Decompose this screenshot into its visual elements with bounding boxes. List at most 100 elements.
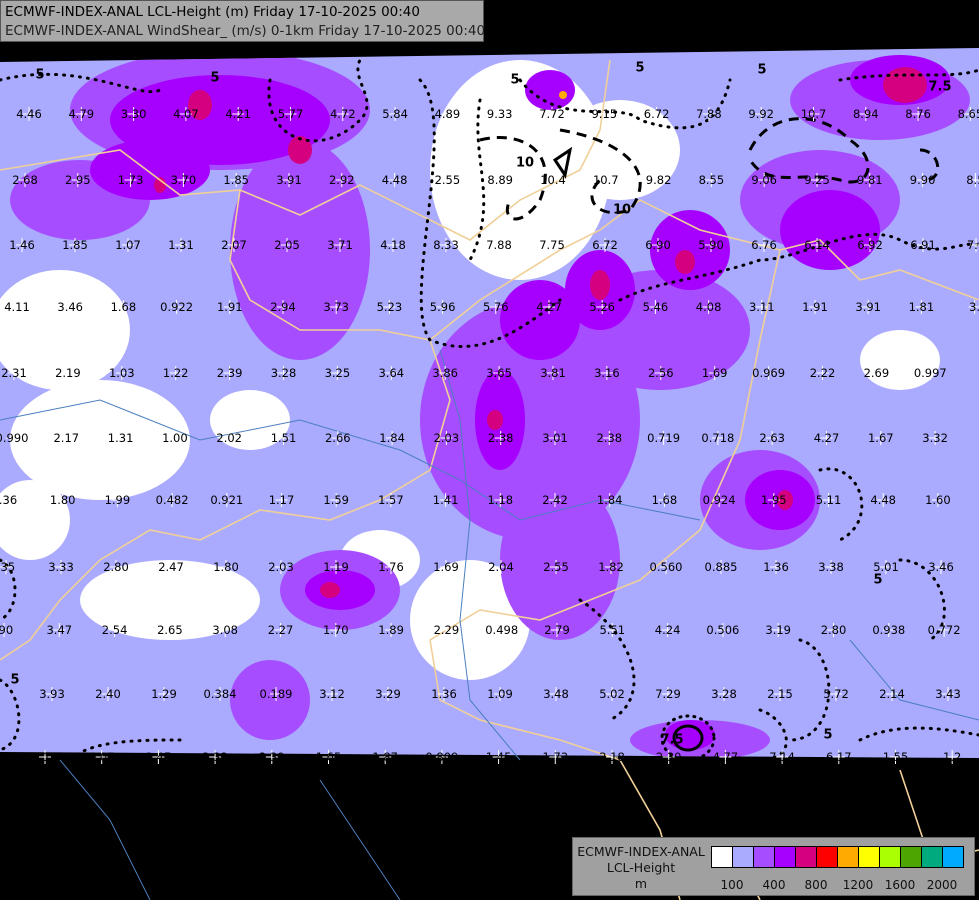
grid-point-value: 2.63	[759, 431, 785, 445]
lcl-low-area	[0, 270, 130, 390]
grid-point-marker	[657, 431, 670, 445]
grid-point-marker	[223, 300, 236, 314]
grid-point-value: 1.84	[379, 431, 405, 445]
grid-point-marker	[220, 493, 233, 507]
grid-point-marker	[758, 238, 770, 252]
grid-point-value: 3.33	[48, 560, 74, 574]
grid-point-value: 4.24	[654, 623, 681, 637]
lcl-high-area	[650, 210, 730, 290]
grid-point-value: 2.31	[1, 366, 27, 380]
grid-point-value: 2.47	[145, 750, 172, 764]
grid-point-value: 3.16	[594, 366, 620, 380]
grid-point-marker	[766, 431, 779, 445]
grid-point-value: 0.938	[872, 623, 906, 637]
grid-point-marker	[822, 493, 835, 507]
legend-swatch	[712, 847, 733, 867]
grid-point-marker	[912, 107, 925, 121]
grid-point-marker	[277, 300, 289, 314]
grid-point-value: 4.48	[870, 493, 896, 507]
grid-point-value: 1.69	[433, 560, 459, 574]
lcl-low-area	[410, 560, 530, 680]
grid-point-value: 3.73	[323, 300, 349, 314]
grid-point-marker	[60, 431, 73, 445]
contour-label: 5	[10, 672, 20, 688]
grid-point-marker	[283, 173, 295, 187]
lcl-peak-area	[487, 410, 503, 430]
grid-point-value: 4.46	[16, 107, 42, 121]
grid-point-value: .90	[0, 623, 14, 637]
grid-point-marker	[603, 493, 616, 507]
grid-point-marker	[494, 431, 507, 445]
grid-point-marker	[494, 493, 507, 507]
lcl-peak-area	[188, 90, 212, 120]
grid-point-value: 2.66	[324, 431, 351, 445]
grid-point-value: 4.27	[813, 431, 840, 445]
grid-point-marker	[441, 107, 454, 121]
grid-point-marker	[214, 687, 226, 701]
grid-point-marker	[550, 687, 562, 701]
grid-point-marker	[284, 107, 297, 121]
grid-point-marker	[440, 560, 452, 574]
grid-point-value: 7.29	[655, 687, 681, 701]
grid-point-value: 2.29	[433, 623, 460, 637]
grid-point-marker	[762, 366, 775, 380]
grid-point-value: 2.04	[488, 560, 514, 574]
grid-point-value: 1.81	[908, 300, 935, 314]
grid-point-marker	[880, 560, 892, 574]
grid-point-marker	[124, 173, 137, 187]
grid-point-marker	[832, 750, 845, 764]
grid-point-marker	[863, 173, 876, 187]
grid-point-marker	[809, 300, 821, 314]
grid-point-value: 1.2	[943, 750, 962, 764]
grid-point-marker	[389, 107, 402, 121]
grid-point-value: 1.41	[432, 493, 459, 507]
grid-point-value: 4.27	[536, 300, 562, 314]
grid-point-value: 1.89	[378, 623, 404, 637]
grid-point-value: 4.21	[225, 107, 251, 121]
legend-variable: LCL-Height	[606, 860, 676, 875]
grid-point-marker	[270, 687, 282, 701]
grid-point-marker	[874, 431, 887, 445]
grid-point-value: 3.64	[378, 366, 405, 380]
grid-point-value: 5.02	[599, 687, 625, 701]
lcl-peak-area	[675, 250, 695, 274]
grid-point-marker	[228, 238, 240, 252]
grid-point-marker	[16, 238, 28, 252]
legend-swatch	[817, 847, 838, 867]
grid-point-marker	[441, 173, 454, 187]
grid-point-value: 1.07	[115, 238, 141, 252]
grid-point-marker	[219, 623, 232, 637]
grid-point-marker	[493, 107, 506, 121]
grid-point-value: 8.33	[433, 238, 459, 252]
grid-point-value: 5.11	[815, 493, 842, 507]
grid-point-marker	[970, 238, 979, 252]
grid-point-value: 1.99	[104, 493, 131, 507]
grid-point-marker	[56, 493, 69, 507]
grid-point-markers	[0, 107, 979, 764]
grid-point-marker	[772, 623, 785, 637]
grid-point-value: 5.01	[873, 560, 899, 574]
grid-point-value: 1.55	[882, 750, 909, 764]
grid-point-value: 2.56	[647, 366, 674, 380]
grid-point-marker	[277, 431, 290, 445]
grid-point-value: 1.60	[925, 493, 951, 507]
grid-point-marker	[165, 560, 177, 574]
grid-point-marker	[702, 107, 715, 121]
grid-point-marker	[108, 623, 121, 637]
grid-point-marker	[384, 493, 397, 507]
grid-point-marker	[550, 560, 562, 574]
grid-point-marker	[662, 687, 674, 701]
contour-label: 5	[510, 72, 520, 88]
grid-point-value: 1.76	[378, 560, 404, 574]
grid-point-value: 0.990	[0, 431, 29, 445]
grid-point-value: 4.48	[381, 173, 408, 187]
grid-point-marker	[547, 366, 559, 380]
grid-point-marker	[889, 750, 902, 764]
legend-model: ECMWF-INDEX-ANAL	[577, 844, 705, 859]
grid-point-marker	[39, 750, 51, 764]
grid-point-value: 9.15	[591, 107, 618, 121]
grid-point-value: 5.26	[589, 300, 615, 314]
grid-point-marker	[115, 366, 128, 380]
grid-point-marker	[11, 300, 23, 314]
